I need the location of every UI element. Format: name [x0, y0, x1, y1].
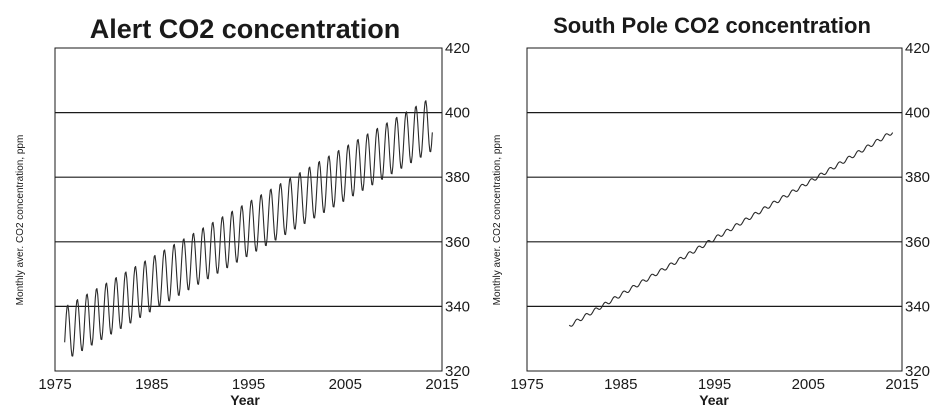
alert-y-tick-label: 420: [445, 40, 470, 57]
alert-co2-series-line: [64, 100, 433, 357]
alert-x-ticks: 1975 1985 1995 2005 2015: [38, 376, 458, 393]
south-pole-y-tick-label: 340: [905, 298, 930, 315]
south-pole-y-tick-label: 380: [905, 169, 930, 186]
south-pole-chart-title: South Pole CO2 concentration: [553, 13, 871, 38]
alert-co2-chart: Alert CO2 concentration 1975 1985 1995 2005…: [15, 14, 470, 408]
south-pole-y-tick-label: 400: [905, 105, 930, 122]
south-pole-x-tick-label: 1995: [698, 376, 731, 393]
south-pole-co2-series-line: [568, 132, 894, 327]
south-pole-series: [568, 132, 894, 327]
south-pole-y-axis-title: Monthly aver. CO2 concentration, ppm: [492, 135, 503, 306]
south-pole-plot-frame: [526, 47, 903, 372]
alert-x-axis-title: Year: [230, 392, 260, 408]
south-pole-co2-chart: South Pole CO2 concentration 1975 1985 199…: [492, 13, 930, 408]
south-pole-grid: [527, 111, 902, 307]
south-pole-x-tick-label: 1975: [510, 376, 543, 393]
alert-plot-frame: [54, 47, 443, 372]
south-pole-x-axis-title: Year: [699, 392, 729, 408]
south-pole-x-tick-label: 2005: [792, 376, 825, 393]
south-pole-x-tick-label: 1985: [604, 376, 637, 393]
south-pole-x-tick-label: 2015: [885, 376, 918, 393]
alert-x-tick-label: 2005: [329, 376, 362, 393]
alert-x-tick-label: 1975: [38, 376, 71, 393]
alert-series: [64, 100, 433, 357]
alert-x-tick-label: 1985: [135, 376, 168, 393]
south-pole-y-tick-label: 320: [905, 363, 930, 380]
south-pole-y-tick-label: 420: [905, 40, 930, 57]
alert-x-tick-label: 2015: [425, 376, 458, 393]
south-pole-y-tick-label: 360: [905, 234, 930, 251]
alert-y-axis-title: Monthly aver. CO2 concentration, ppm: [15, 135, 26, 306]
south-pole-x-ticks: 1975 1985 1995 2005 2015: [510, 376, 918, 393]
alert-y-ticks: 320 340 360 380 400 420: [445, 40, 470, 380]
alert-x-tick-label: 1995: [232, 376, 265, 393]
alert-chart-title: Alert CO2 concentration: [90, 14, 401, 44]
alert-y-tick-label: 360: [445, 234, 470, 251]
alert-y-tick-label: 400: [445, 105, 470, 122]
alert-y-tick-label: 380: [445, 169, 470, 186]
south-pole-y-ticks: 320 340 360 380 400 420: [905, 40, 930, 380]
alert-y-tick-label: 340: [445, 298, 470, 315]
alert-grid: [55, 111, 442, 307]
alert-y-tick-label: 320: [445, 363, 470, 380]
